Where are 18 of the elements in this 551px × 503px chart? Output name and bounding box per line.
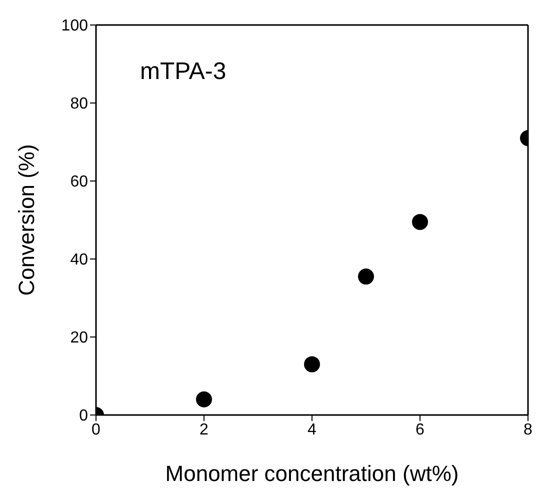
x-tick-label: 8 <box>524 421 533 438</box>
x-tick-label: 2 <box>200 421 209 438</box>
x-axis-title: Monomer concentration (wt%) <box>165 461 459 486</box>
point <box>412 214 428 230</box>
x-tick-label: 6 <box>416 421 425 438</box>
y-tick-label: 80 <box>70 96 88 113</box>
x-tick-label: 4 <box>308 421 317 438</box>
point <box>196 391 212 408</box>
y-tick-label: 100 <box>61 18 88 35</box>
annotation: mTPA-3 <box>140 58 226 86</box>
x-tick-label: 0 <box>92 421 101 438</box>
point <box>304 356 320 372</box>
y-axis-title: Conversion (%) <box>14 144 39 296</box>
y-tick-label: 20 <box>70 330 88 347</box>
y-tick-label: 40 <box>70 252 88 269</box>
y-tick-label: 0 <box>79 408 88 425</box>
y-tick-label: 60 <box>70 174 88 191</box>
point <box>358 268 374 285</box>
